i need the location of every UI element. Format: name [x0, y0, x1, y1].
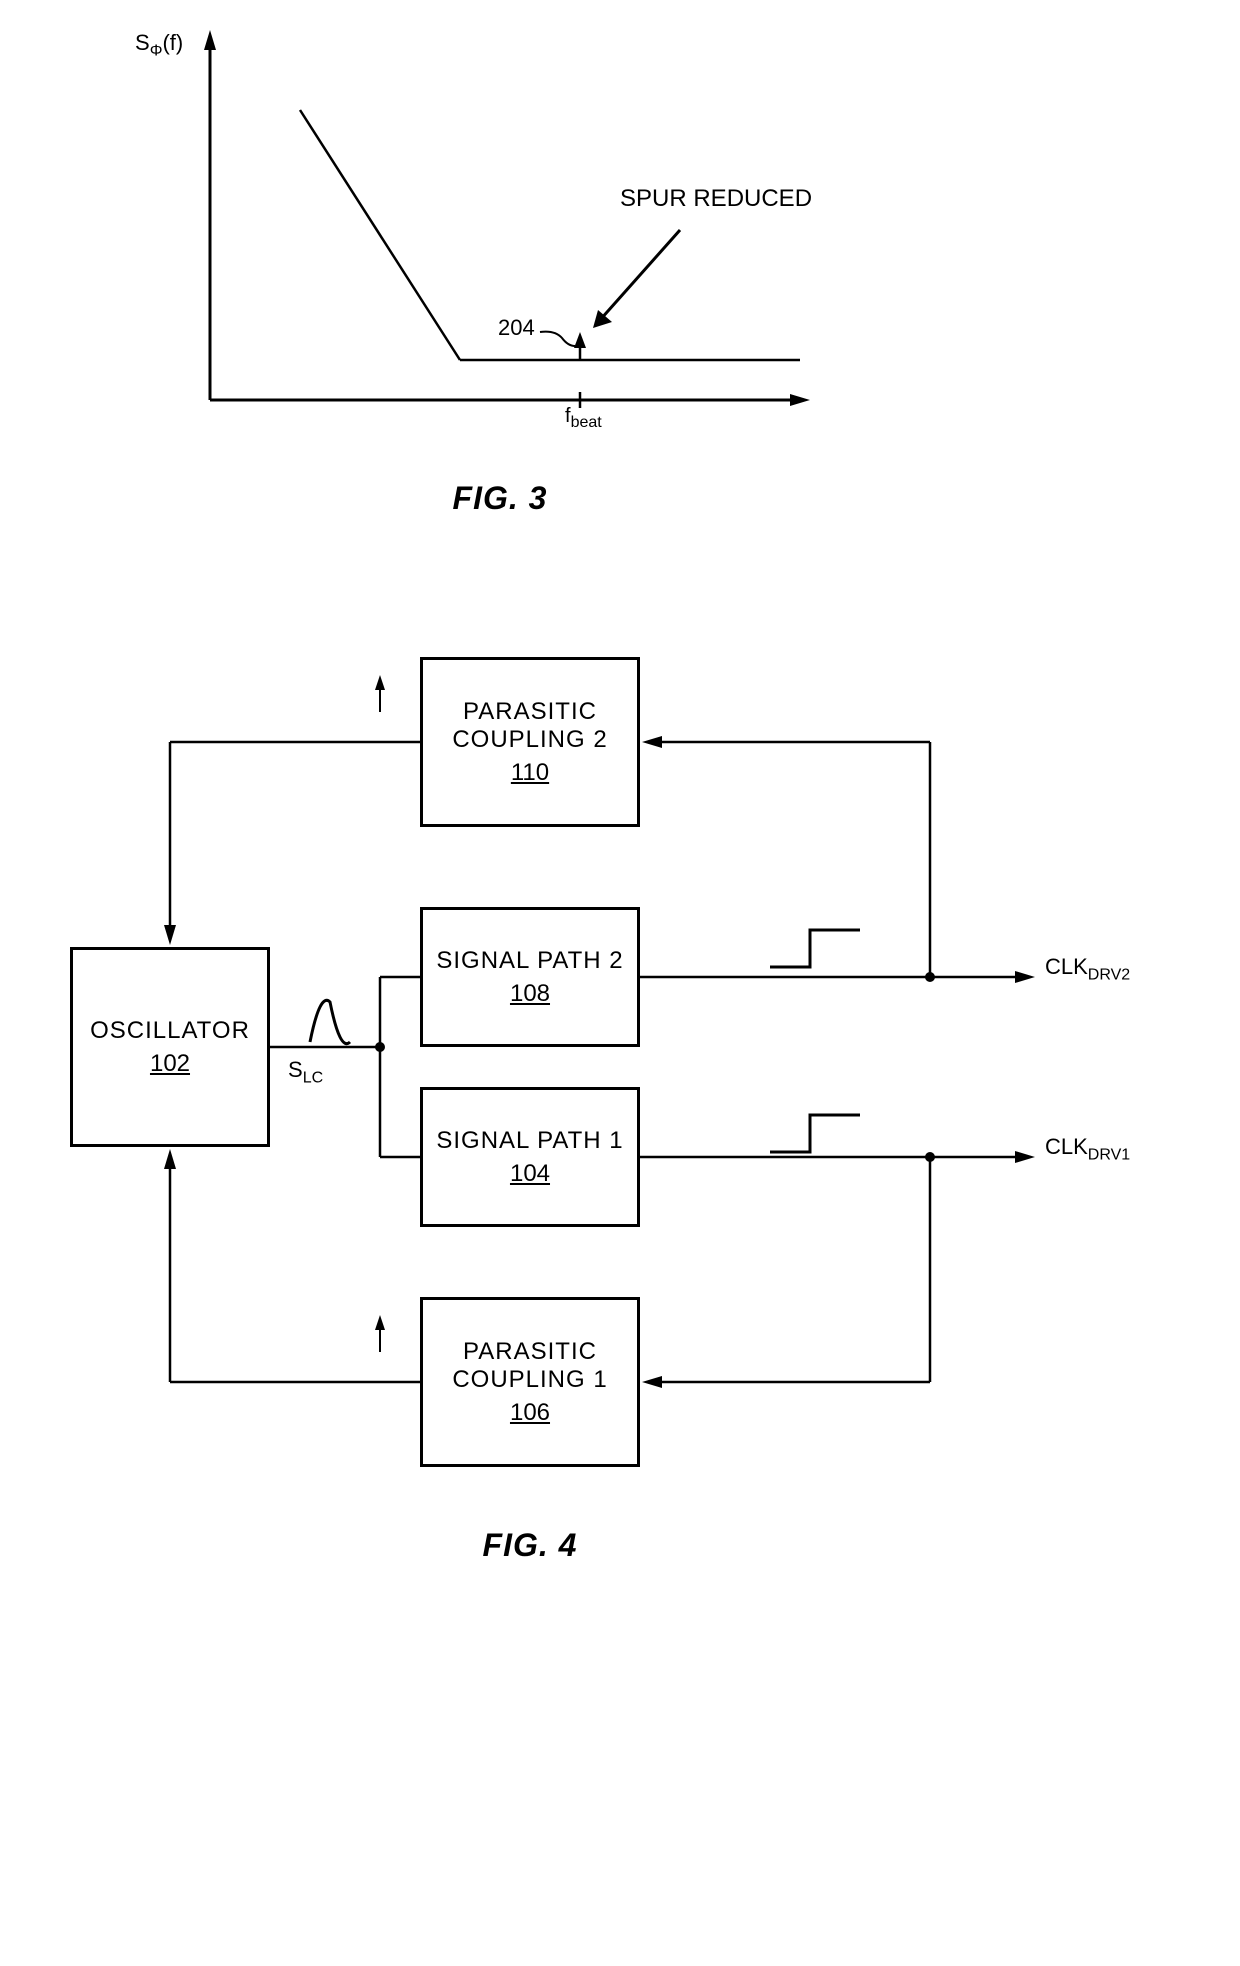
fig4-svg: [70, 597, 1170, 1497]
figure-4: OSCILLATOR 102 PARASITIC COUPLING 2 110 …: [30, 597, 1210, 1564]
fig4-title: FIG. 4: [30, 1527, 1030, 1564]
fig3-svg: [150, 30, 850, 450]
fig4-diagram-container: OSCILLATOR 102 PARASITIC COUPLING 2 110 …: [70, 597, 1170, 1497]
fig3-title: FIG. 3: [150, 480, 850, 517]
fig3-chart-container: SΦ(f) fbeat SPUR REDUCED 204: [150, 30, 850, 450]
figure-3: SΦ(f) fbeat SPUR REDUCED 204: [30, 30, 1210, 517]
